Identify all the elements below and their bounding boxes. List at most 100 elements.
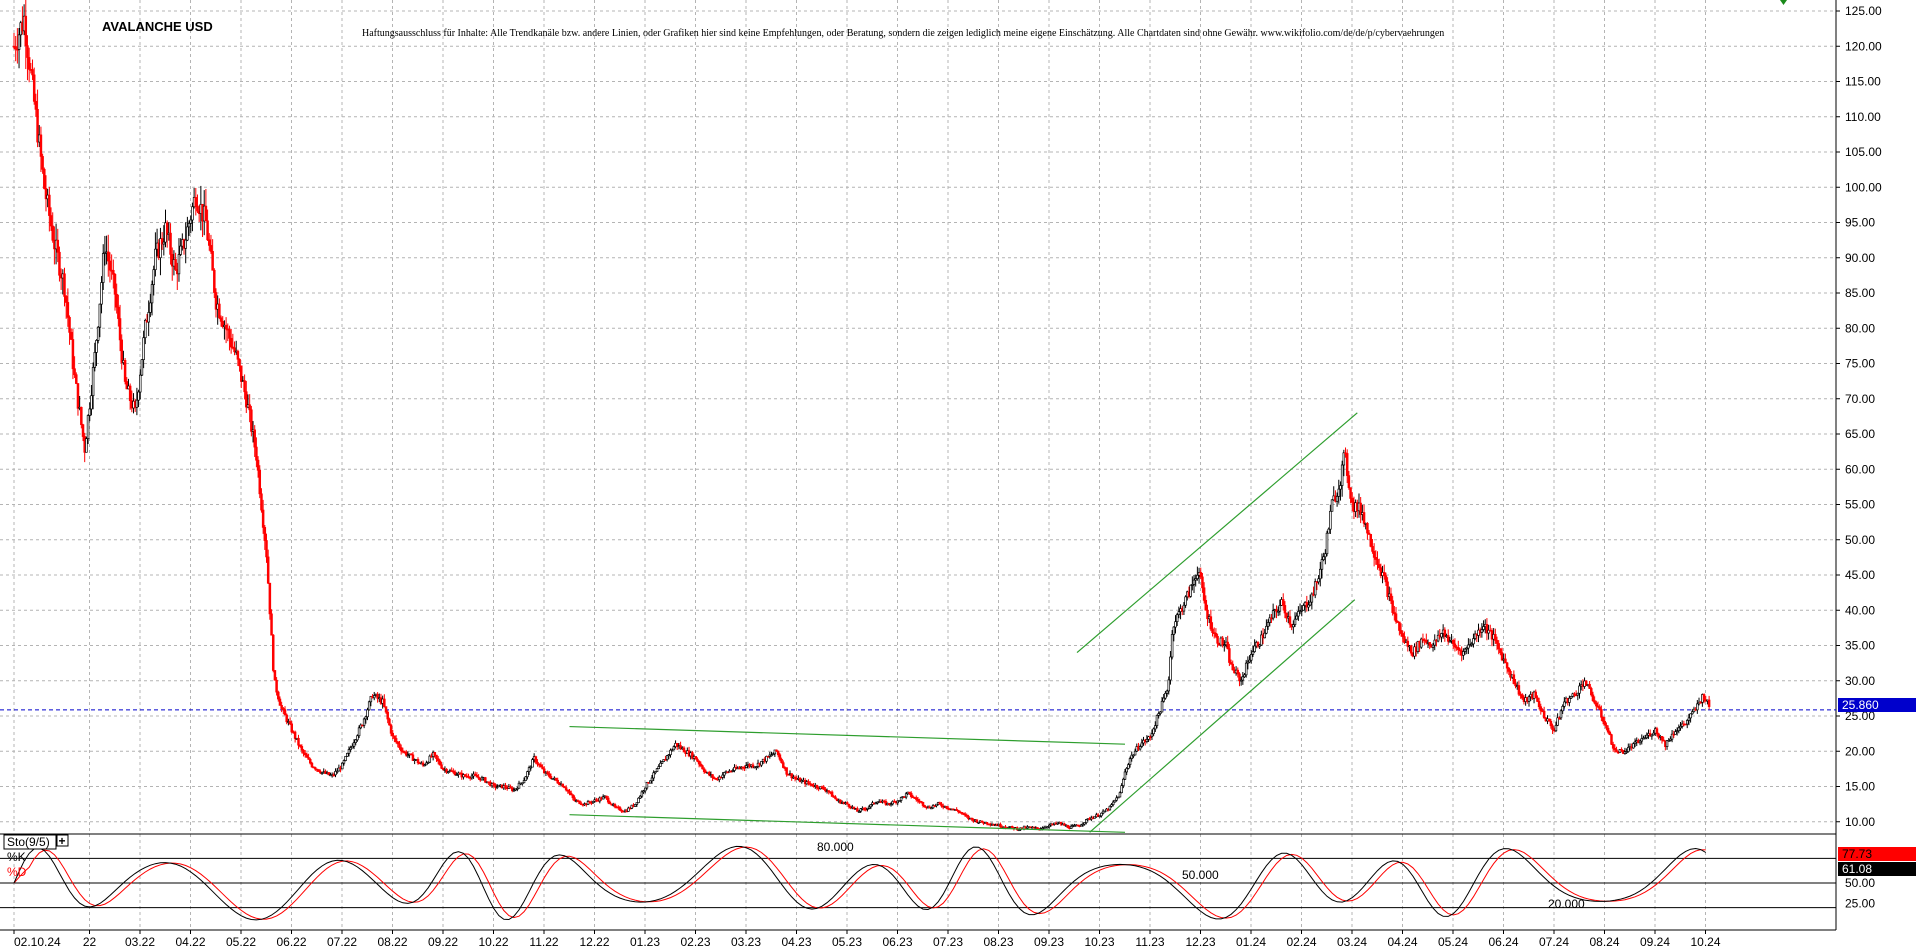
candle-body (364, 716, 368, 720)
candle-body (1606, 727, 1610, 733)
candle-body (1391, 600, 1394, 613)
candle-body (165, 222, 169, 235)
candle-body (573, 797, 576, 802)
candle-body (702, 768, 706, 773)
candle-body (1100, 812, 1103, 817)
candle-body (707, 771, 711, 776)
candle-body (433, 752, 437, 756)
candle-body (839, 799, 842, 804)
candle-body (1093, 816, 1096, 819)
candle-body (421, 762, 425, 766)
candle-body (224, 324, 228, 330)
osc-tick-label: 25.00 (1845, 897, 1875, 911)
arrow-marker-icon (1780, 0, 1787, 5)
candle-body (960, 812, 963, 814)
y-tick-label: 120.00 (1845, 39, 1882, 53)
x-tick-label: 11.22 (529, 935, 558, 948)
candle-body (492, 783, 496, 786)
candle-body (91, 367, 95, 397)
candle-body (1674, 731, 1677, 735)
candle-body (1600, 709, 1603, 718)
candle-body (277, 691, 280, 700)
candle-body (635, 802, 639, 805)
candle-body (566, 789, 570, 792)
candle-body (586, 801, 590, 806)
x-tick-label: 01.24 (1236, 935, 1266, 948)
candle-body (536, 761, 539, 765)
candle-body (351, 745, 354, 749)
candle-body (606, 797, 610, 803)
candle-body (1497, 643, 1500, 650)
candle-body (425, 762, 428, 766)
candle-body (967, 815, 970, 820)
candle-body (317, 769, 320, 772)
candle-body (36, 108, 39, 143)
candle-body (1495, 640, 1499, 644)
candle-body (447, 771, 450, 774)
candle-body (930, 807, 933, 810)
y-tick-label: 40.00 (1845, 603, 1875, 617)
candle-body (1103, 810, 1107, 813)
candle-body (977, 821, 980, 824)
candle-body (1297, 611, 1300, 617)
candle-body (1559, 710, 1563, 719)
candle-body (1350, 498, 1354, 503)
plus-icon[interactable]: + (59, 834, 66, 848)
candle-body (1184, 596, 1187, 606)
candle-body (1699, 701, 1702, 704)
candle-body (1409, 645, 1413, 654)
candle-body (1588, 683, 1591, 689)
candle-body (300, 746, 304, 751)
candle-body (751, 764, 755, 768)
candle-body (852, 806, 856, 809)
candle-body (86, 415, 90, 440)
candle-body (1384, 575, 1388, 583)
candle-body (1125, 768, 1128, 773)
candle-body (1487, 629, 1490, 634)
candle-body (859, 808, 862, 812)
candle-body (354, 739, 357, 743)
candle-body (96, 326, 100, 341)
candle-body (670, 749, 674, 752)
trendline (1089, 599, 1356, 833)
candle-body (494, 784, 497, 788)
candle-body (1551, 725, 1554, 731)
candle-body (1317, 578, 1320, 583)
candle-body (1605, 725, 1608, 729)
candle-body (56, 239, 60, 253)
candle-body (1069, 825, 1073, 829)
candle-body (1047, 824, 1051, 828)
candle-body (211, 251, 214, 271)
candle-body (1569, 695, 1573, 699)
candle-body (298, 744, 302, 747)
candle-body (504, 785, 507, 788)
candle-body (309, 758, 312, 764)
candle-body (650, 777, 654, 782)
candle-body (679, 745, 682, 749)
candle-body (1372, 551, 1376, 558)
x-tick-label: 04.22 (175, 935, 205, 948)
candle-body (1108, 805, 1112, 811)
x-tick-label: 02.24 (1286, 935, 1316, 948)
candle-body (1160, 700, 1164, 713)
candle-body (1691, 711, 1694, 715)
candle-body (1206, 609, 1209, 620)
candle-body (346, 752, 349, 757)
candle-body (527, 767, 531, 773)
candle-body (1165, 690, 1169, 694)
candle-body (142, 337, 145, 360)
candle-body (1079, 824, 1083, 827)
candle-body (159, 238, 162, 259)
indicator-legend-box[interactable] (3, 834, 57, 850)
candle-body (344, 755, 347, 761)
candle-body (1288, 616, 1292, 625)
level-80-label: 80.000 (817, 840, 854, 854)
candle-body (1199, 572, 1202, 578)
candle-body (245, 391, 248, 408)
indicator-expand-button[interactable] (56, 834, 69, 847)
candle-body (410, 753, 413, 756)
candle-body (1276, 610, 1280, 613)
candle-body (1512, 674, 1516, 685)
candle-body (1382, 572, 1386, 577)
candle-body (1627, 746, 1630, 752)
